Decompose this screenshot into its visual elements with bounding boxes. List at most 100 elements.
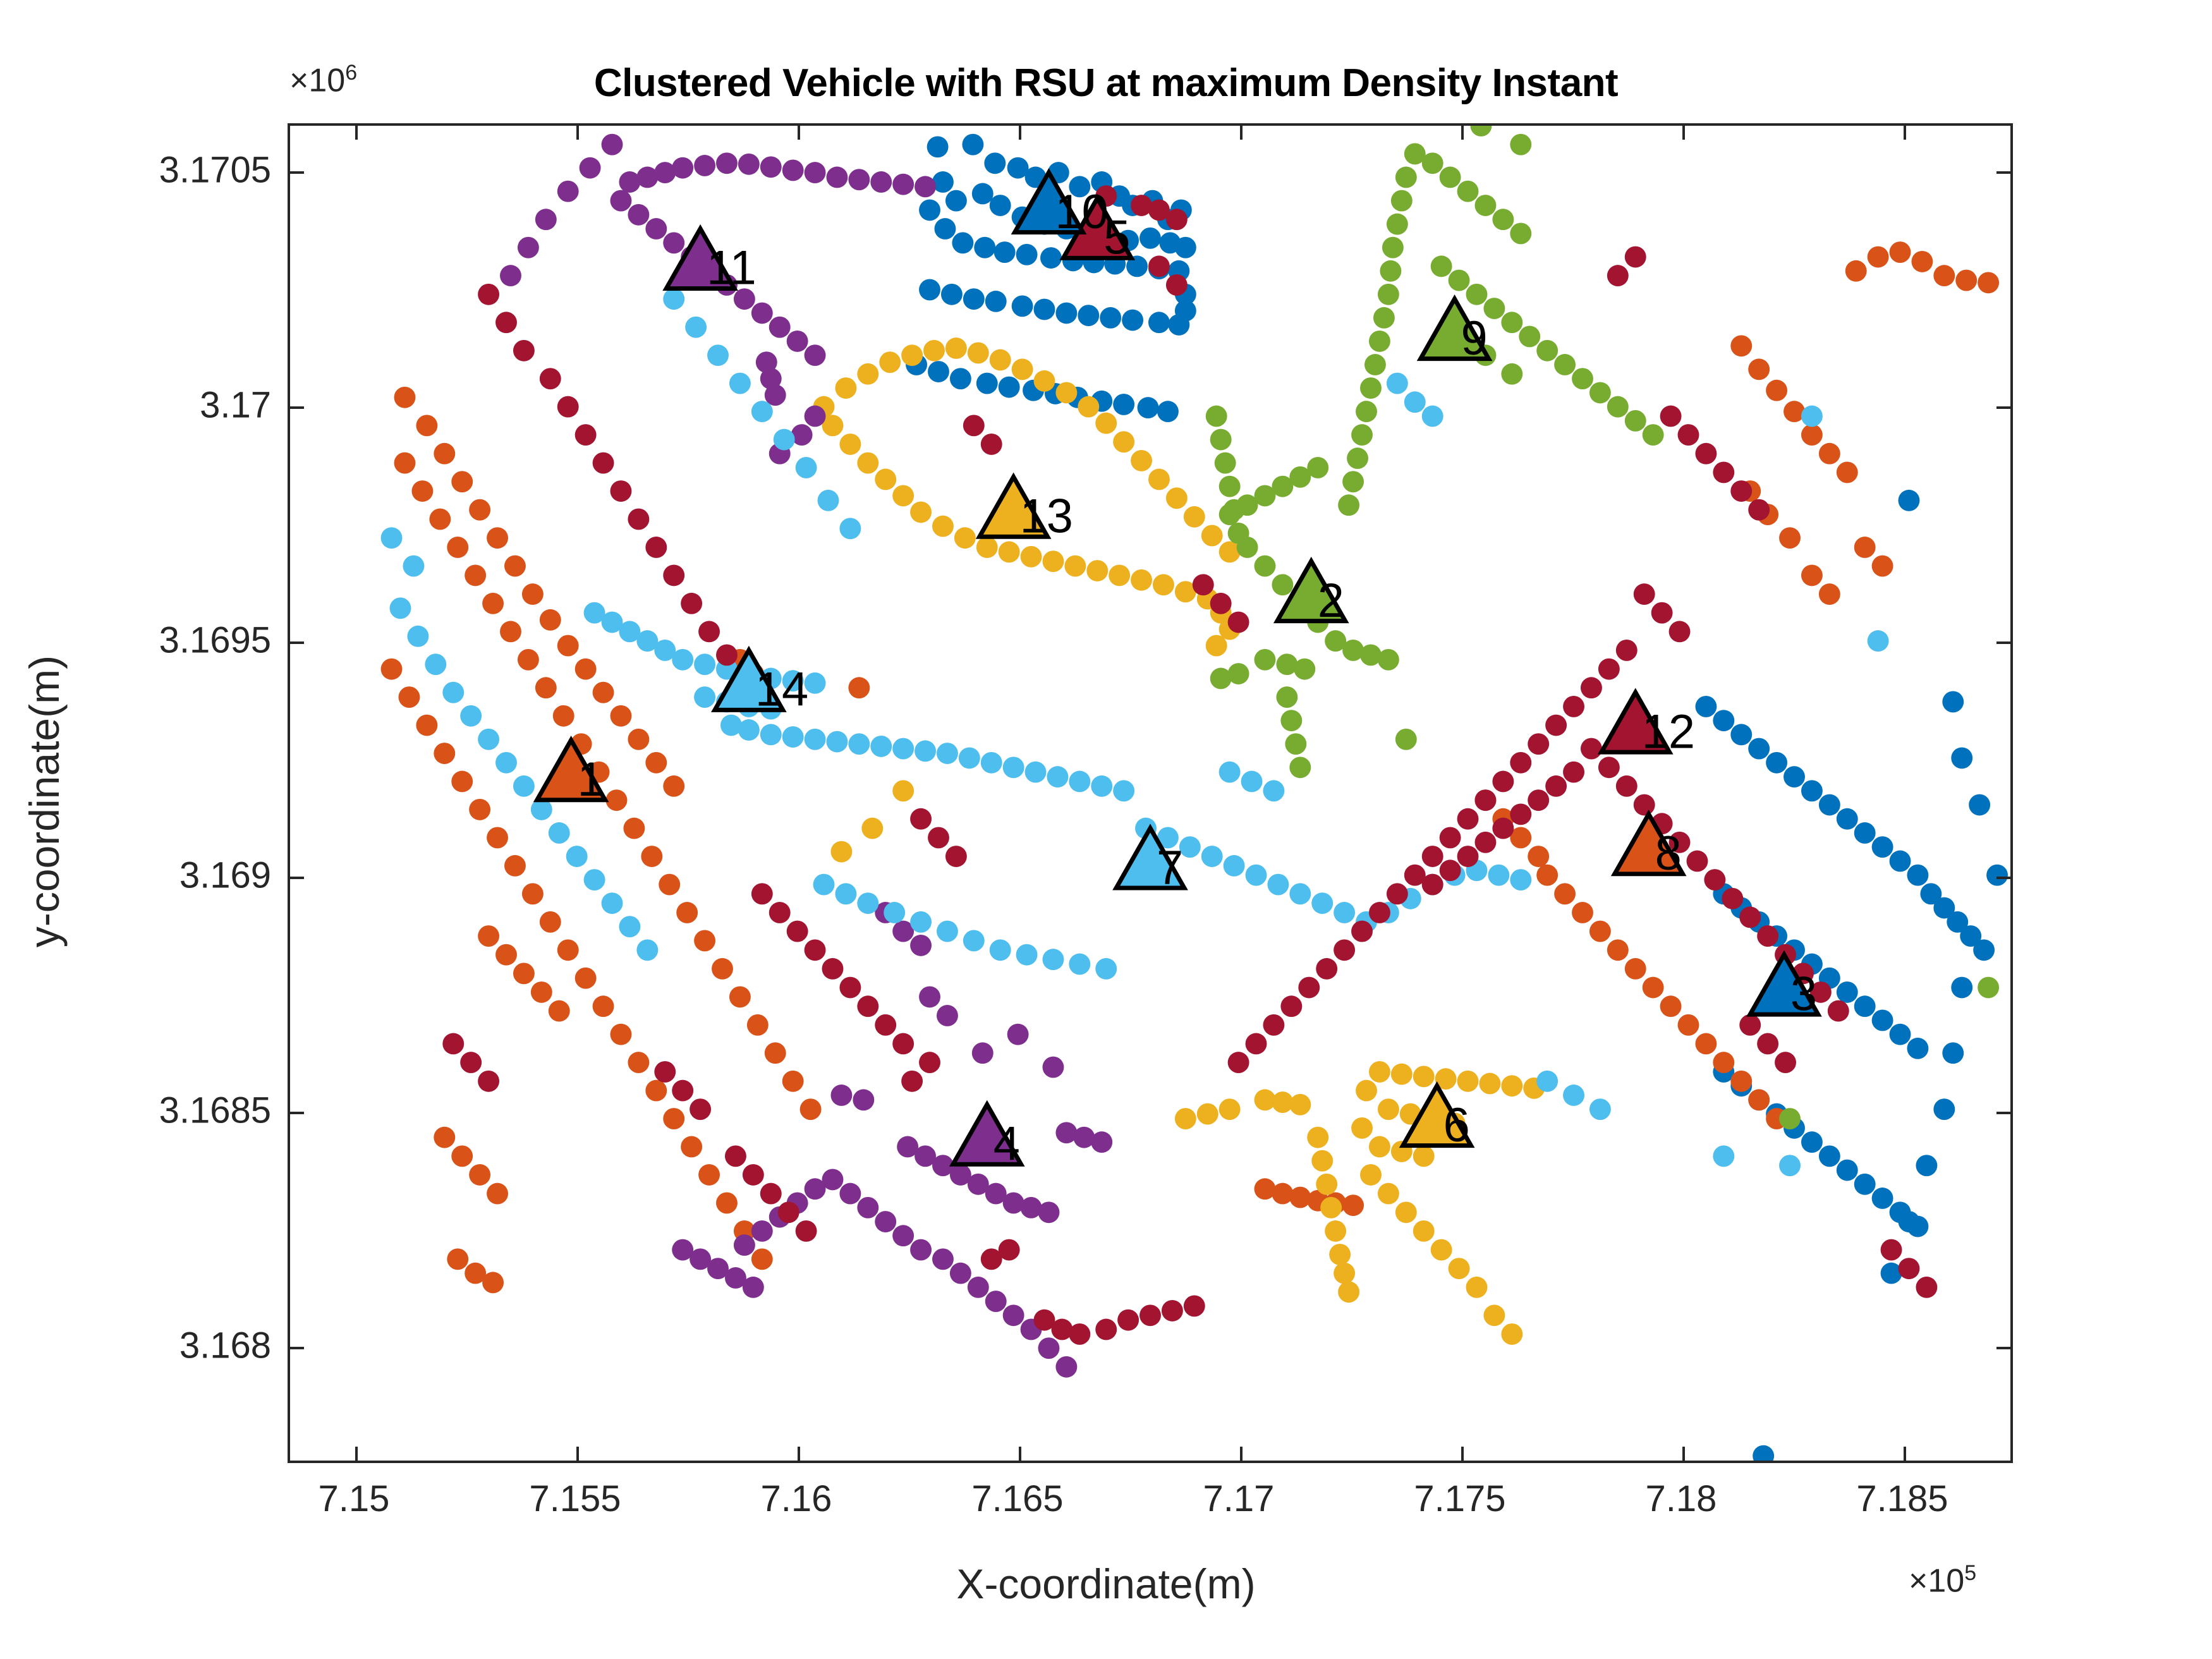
vehicle-point [530, 798, 552, 820]
rsu-marker-4[interactable]: 4 [949, 1100, 1025, 1171]
vehicle-point [1633, 794, 1655, 816]
vehicle-point [583, 602, 605, 624]
y-axis-tick [1996, 406, 2010, 410]
vehicle-point [1117, 1309, 1139, 1331]
vehicle-point [694, 155, 716, 176]
rsu-triangle-icon[interactable] [1273, 556, 1349, 624]
rsu-marker-12[interactable]: 12 [1597, 688, 1695, 759]
vehicle-point [1607, 396, 1629, 418]
rsu-marker-10[interactable]: 10 [1011, 167, 1109, 239]
rsu-marker-14[interactable]: 14 [711, 645, 808, 717]
y-axis-tick [1996, 1347, 2010, 1350]
vehicle-point [755, 351, 777, 374]
vehicle-point [1042, 949, 1064, 971]
vehicle-point [1519, 325, 1541, 348]
vehicle-point [482, 1272, 504, 1294]
vehicle-point [1137, 397, 1159, 419]
vehicle-point [530, 981, 552, 1003]
rsu-label: 8 [1655, 827, 1682, 880]
vehicle-point [469, 1164, 491, 1186]
vehicle-point [500, 621, 521, 643]
rsu-triangle-icon[interactable] [1011, 167, 1087, 235]
vehicle-point [1285, 733, 1307, 755]
vehicle-point [447, 537, 469, 558]
vehicle-point [469, 499, 491, 521]
vehicle-point [1836, 461, 1858, 483]
rsu-triangle-icon[interactable] [1416, 294, 1493, 362]
vehicle-point [1933, 1098, 1955, 1121]
vehicle-point [1474, 195, 1497, 216]
vehicle-point [932, 1248, 954, 1270]
vehicle-point [460, 1052, 482, 1074]
vehicle-point [1748, 738, 1770, 760]
vehicle-point [848, 169, 870, 191]
vehicle-point [1766, 751, 1788, 774]
rsu-marker-7[interactable]: 7 [1112, 823, 1188, 894]
rsu-triangle-icon[interactable] [662, 224, 738, 291]
rsu-marker-9[interactable]: 9 [1416, 294, 1493, 365]
rsu-triangle-icon[interactable] [1112, 823, 1188, 890]
vehicle-point [1351, 424, 1373, 446]
rsu-triangle-icon[interactable] [975, 472, 1052, 539]
rsu-triangle-icon[interactable] [1399, 1081, 1475, 1148]
rsu-marker-2[interactable]: 2 [1273, 556, 1349, 628]
rsu-triangle-icon[interactable] [1746, 950, 1822, 1017]
vehicle-point [967, 342, 989, 364]
vehicle-point [1607, 265, 1629, 287]
rsu-marker-6[interactable]: 6 [1399, 1081, 1475, 1152]
vehicle-point [1377, 648, 1399, 671]
vehicle-point [835, 377, 857, 399]
rsu-triangle-icon[interactable] [1610, 810, 1687, 877]
vehicle-point [1131, 195, 1152, 216]
x-exponent-mantissa: ×10 [1909, 1562, 1965, 1600]
rsu-marker-3[interactable]: 3 [1746, 950, 1822, 1021]
vehicle-point [1466, 283, 1488, 305]
vehicle-point [901, 1070, 923, 1092]
vehicle-point [1360, 1164, 1382, 1186]
vehicle-point [641, 846, 663, 867]
vehicle-point [857, 363, 879, 385]
vehicle-point [1986, 864, 2008, 886]
rsu-marker-1[interactable]: 1 [533, 736, 609, 806]
rsu-label: 13 [1020, 490, 1073, 544]
rsu-triangle-icon[interactable] [533, 736, 609, 803]
vehicle-point [1218, 475, 1241, 497]
vehicle-point [601, 892, 623, 915]
vehicle-point [1933, 897, 1955, 919]
vehicle-point [1380, 260, 1402, 282]
vehicle-point [980, 1248, 1002, 1270]
vehicle-point [1563, 761, 1584, 783]
vehicle-point [1536, 1070, 1559, 1092]
vehicle-point [949, 1164, 971, 1186]
rsu-triangle-icon[interactable] [1597, 688, 1674, 755]
vehicle-point [949, 368, 971, 390]
rsu-triangle-icon[interactable] [711, 645, 787, 712]
x-axis-tick [798, 1447, 800, 1461]
vehicle-point [1880, 1239, 1902, 1261]
vehicle-point [1911, 250, 1933, 272]
vehicle-point [557, 396, 579, 418]
vehicle-point [742, 1276, 764, 1298]
vehicle-point [1668, 621, 1691, 643]
vehicle-point [1069, 1323, 1091, 1345]
vehicle-point [1020, 545, 1042, 568]
vehicle-point [1510, 827, 1532, 849]
x-axis-tick [576, 126, 579, 140]
rsu-marker-8[interactable]: 8 [1610, 810, 1687, 880]
y-axis-tick-label: 3.1695 [159, 619, 271, 661]
vehicle-point [628, 728, 650, 750]
vehicle-point [760, 724, 782, 746]
vehicle-point [1757, 925, 1779, 947]
rsu-marker-13[interactable]: 13 [975, 472, 1073, 544]
vehicle-point [1457, 1070, 1479, 1092]
vehicle-point [1677, 1014, 1699, 1036]
vehicle-point [1289, 757, 1311, 779]
vehicle-point [694, 686, 716, 708]
vehicle-point [1183, 506, 1205, 528]
rsu-marker-11[interactable]: 11 [662, 224, 757, 295]
vehicle-point [380, 658, 403, 680]
rsu-triangle-icon[interactable] [949, 1100, 1025, 1167]
vehicle-point [1360, 644, 1382, 666]
vehicle-point [751, 1248, 773, 1270]
